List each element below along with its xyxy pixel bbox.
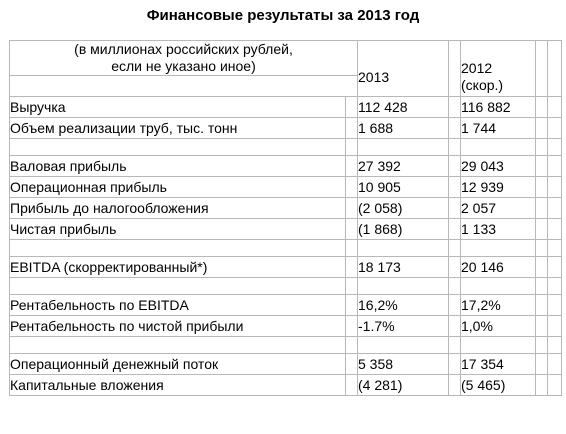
row-label: Рентабельность по EBITDA xyxy=(9,294,346,316)
spacer-row xyxy=(9,336,562,354)
table-row: Рентабельность по чистой прибыли -1.7% 1,0… xyxy=(9,315,562,337)
value-2013: (2 058) xyxy=(357,197,449,219)
value-2012: 116 882 xyxy=(460,96,536,118)
value-2013: 1 688 xyxy=(357,117,449,139)
value-2013: 18 173 xyxy=(357,256,449,278)
row-label: Рентабельность по чистой прибыли xyxy=(9,315,346,337)
table-row: Капитальные вложения (4 281) (5 465) xyxy=(9,374,562,396)
table-row: Объем реализации труб, тыс. тонн 1 688 1 7… xyxy=(9,117,562,139)
row-label: Операционный денежный поток xyxy=(9,353,346,375)
table-row: Прибыль до налогообложения (2 058) 2 057 xyxy=(9,197,562,219)
spacer-row xyxy=(9,277,562,295)
value-2012: 29 043 xyxy=(460,155,536,177)
units-note-line-2: если не указано иное) xyxy=(111,58,256,74)
row-label: Операционная прибыль xyxy=(9,176,346,198)
table-row: Чистая прибыль (1 868) 1 133 xyxy=(9,218,562,240)
row-label: Чистая прибыль xyxy=(9,218,346,240)
value-2013: (4 281) xyxy=(357,374,449,396)
column-header-2013-label: 2013 xyxy=(358,68,390,85)
value-2012: (5 465) xyxy=(460,374,536,396)
value-2013: 16,2% xyxy=(357,294,449,316)
value-2012: 17,2% xyxy=(460,294,536,316)
value-2013: (1 868) xyxy=(357,218,449,240)
units-note-line-1: (в миллионах российских рублей, xyxy=(74,41,293,58)
value-2013: 5 358 xyxy=(357,353,449,375)
row-label: EBITDA (скорректированный*) xyxy=(9,256,346,278)
spacer-row xyxy=(9,138,562,156)
value-2013: 112 428 xyxy=(357,96,449,118)
row-label: Объем реализации труб, тыс. тонн xyxy=(9,117,346,139)
row-label: Выручка xyxy=(9,96,346,118)
value-2012: 1,0% xyxy=(460,315,536,337)
table-row: Рентабельность по EBITDA 16,2% 17,2% xyxy=(9,294,562,316)
table-row: Операционный денежный поток 5 358 17 354 xyxy=(9,353,562,375)
page-title: Финансовые результаты за 2013 год xyxy=(146,7,420,24)
row-label: Прибыль до налогообложения xyxy=(9,197,346,219)
value-2012: 1 133 xyxy=(460,218,536,240)
row-label: Валовая прибыль xyxy=(9,155,346,177)
financial-results-table: (в миллионах российских рублей, если не … xyxy=(9,40,562,396)
value-2013: 10 905 xyxy=(357,176,449,198)
table-row: EBITDA (скорректированный*) 18 173 20 146 xyxy=(9,256,562,278)
value-2012: 17 354 xyxy=(460,353,536,375)
units-note: (в миллионах российских рублей, если не … xyxy=(9,40,358,76)
spacer-row xyxy=(9,239,562,257)
row-label: Капитальные вложения xyxy=(9,374,346,396)
table-row: Валовая прибыль 27 392 29 043 xyxy=(9,155,562,177)
column-header-2012: 2012 (скор.) xyxy=(460,40,536,97)
value-2012: 12 939 xyxy=(460,176,536,198)
value-2012: 20 146 xyxy=(460,256,536,278)
table-row: Выручка 112 428 116 882 xyxy=(9,96,562,118)
table-header-row: (в миллионах российских рублей, если не … xyxy=(9,40,562,97)
column-header-2013: 2013 xyxy=(357,40,449,97)
column-header-2012-note: (скор.) xyxy=(461,77,504,93)
value-2013: -1.7% xyxy=(357,315,449,337)
column-header-2012-label: 2012 xyxy=(461,60,493,76)
value-2013: 27 392 xyxy=(357,155,449,177)
value-2012: 2 057 xyxy=(460,197,536,219)
value-2012: 1 744 xyxy=(460,117,536,139)
table-row: Операционная прибыль 10 905 12 939 xyxy=(9,176,562,198)
